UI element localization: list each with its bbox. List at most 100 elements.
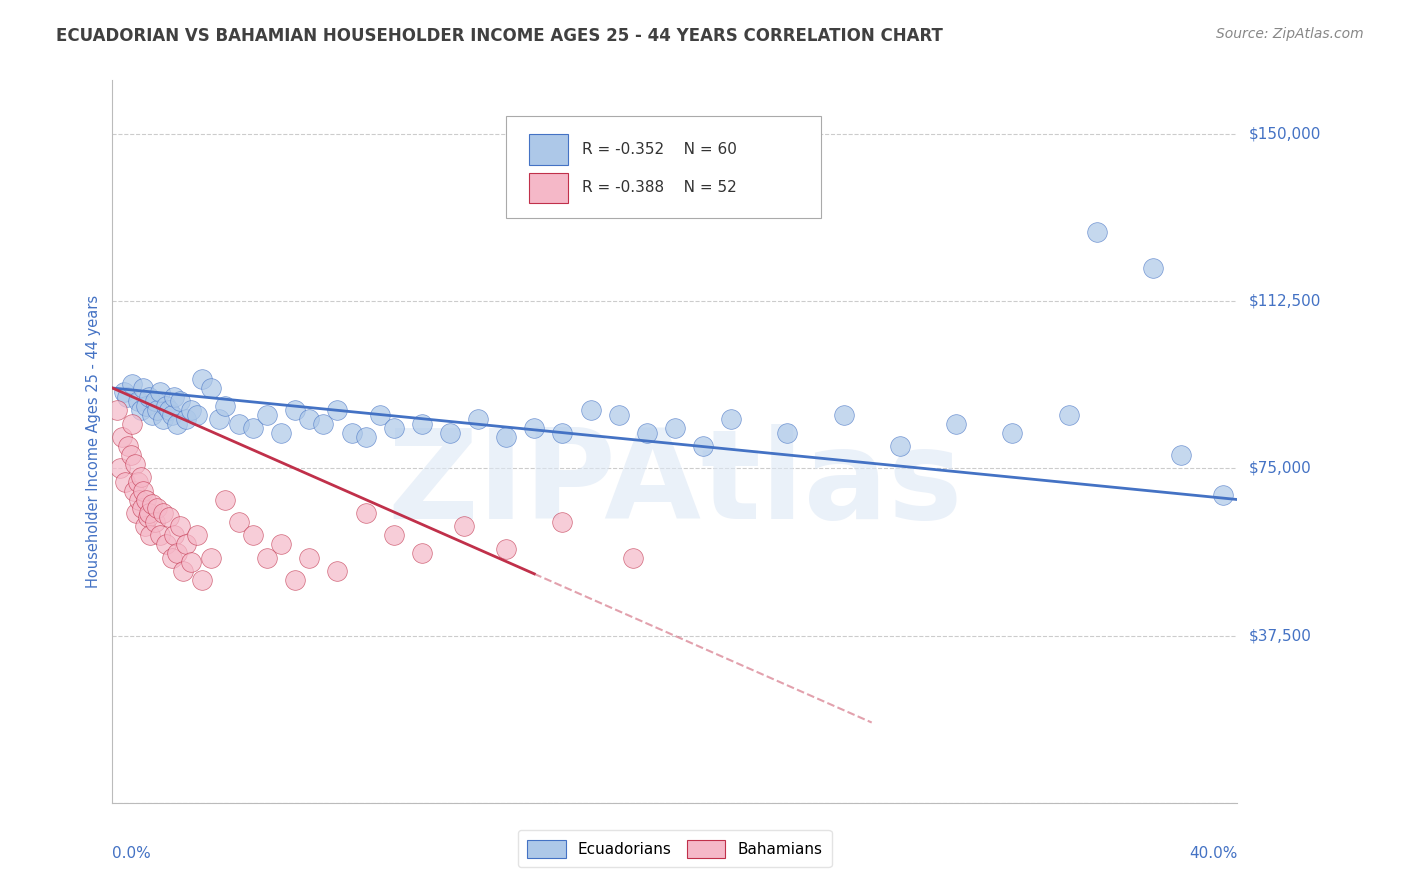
Point xyxy=(138,390,160,404)
FancyBboxPatch shape xyxy=(529,135,568,165)
Point xyxy=(169,519,191,533)
Point xyxy=(453,519,475,533)
Point xyxy=(495,541,517,556)
Point xyxy=(270,425,292,440)
Point xyxy=(139,528,162,542)
Point xyxy=(105,403,128,417)
Point xyxy=(523,421,546,435)
Point xyxy=(120,448,142,462)
Point xyxy=(135,492,157,507)
Point xyxy=(136,510,159,524)
Point xyxy=(228,515,250,529)
Point xyxy=(160,408,183,422)
Point xyxy=(368,408,391,422)
Text: ZIPAtlas: ZIPAtlas xyxy=(387,425,963,545)
Point xyxy=(146,501,169,516)
Text: Source: ZipAtlas.com: Source: ZipAtlas.com xyxy=(1216,27,1364,41)
Point xyxy=(1001,425,1024,440)
Point xyxy=(128,492,150,507)
Point xyxy=(242,421,264,435)
Point xyxy=(186,528,208,542)
Point xyxy=(270,537,292,551)
Point xyxy=(166,546,188,560)
Point xyxy=(256,550,278,565)
Point xyxy=(621,550,644,565)
Point xyxy=(242,528,264,542)
Text: $150,000: $150,000 xyxy=(1249,127,1320,141)
Point xyxy=(132,483,155,498)
Point xyxy=(112,385,135,400)
Point xyxy=(551,425,574,440)
Point xyxy=(134,519,156,533)
Point xyxy=(125,506,148,520)
Text: $75,000: $75,000 xyxy=(1249,461,1312,475)
Point xyxy=(692,439,714,453)
Point xyxy=(135,399,157,413)
Point xyxy=(115,390,138,404)
FancyBboxPatch shape xyxy=(506,117,821,218)
Text: $112,500: $112,500 xyxy=(1249,293,1320,309)
Point xyxy=(132,381,155,395)
Point xyxy=(163,528,186,542)
Point xyxy=(174,412,197,426)
Point xyxy=(326,403,349,417)
Point xyxy=(382,421,405,435)
Point xyxy=(124,457,146,471)
Text: 40.0%: 40.0% xyxy=(1189,847,1237,861)
Point xyxy=(149,528,172,542)
Point xyxy=(439,425,461,440)
Point xyxy=(889,439,911,453)
Point xyxy=(284,573,307,587)
Point xyxy=(143,515,166,529)
Point xyxy=(127,394,149,409)
Point xyxy=(208,412,231,426)
Point xyxy=(411,546,433,560)
Point xyxy=(121,417,143,431)
Point xyxy=(146,403,169,417)
Point xyxy=(166,417,188,431)
Point xyxy=(172,564,194,578)
Point xyxy=(141,408,163,422)
Point xyxy=(180,555,202,569)
Point xyxy=(127,475,149,489)
Point xyxy=(1170,448,1192,462)
Point xyxy=(1057,408,1080,422)
Point xyxy=(141,497,163,511)
Point xyxy=(149,385,172,400)
Point xyxy=(340,425,363,440)
Point xyxy=(298,412,321,426)
Point xyxy=(1142,260,1164,275)
Point xyxy=(155,399,177,413)
Point xyxy=(467,412,489,426)
Point xyxy=(157,510,180,524)
Point xyxy=(312,417,335,431)
Point xyxy=(114,475,136,489)
Point xyxy=(186,408,208,422)
Point xyxy=(326,564,349,578)
Point xyxy=(122,483,145,498)
Point xyxy=(180,403,202,417)
Point xyxy=(284,403,307,417)
Point xyxy=(121,376,143,391)
Point xyxy=(579,403,602,417)
Point xyxy=(117,439,139,453)
Point xyxy=(191,372,214,386)
Point xyxy=(131,501,153,516)
Point xyxy=(155,537,177,551)
Legend: Ecuadorians, Bahamians: Ecuadorians, Bahamians xyxy=(519,830,831,867)
Point xyxy=(1212,488,1234,502)
Y-axis label: Householder Income Ages 25 - 44 years: Householder Income Ages 25 - 44 years xyxy=(86,295,101,588)
Point xyxy=(214,399,236,413)
Point xyxy=(551,515,574,529)
Point xyxy=(354,430,377,444)
Point xyxy=(664,421,686,435)
Text: R = -0.388    N = 52: R = -0.388 N = 52 xyxy=(582,180,737,195)
Point xyxy=(776,425,799,440)
Point xyxy=(108,461,131,475)
Point xyxy=(152,506,174,520)
Text: R = -0.352    N = 60: R = -0.352 N = 60 xyxy=(582,142,737,157)
Point xyxy=(256,408,278,422)
Point xyxy=(228,417,250,431)
Text: $37,500: $37,500 xyxy=(1249,628,1312,643)
Point xyxy=(636,425,658,440)
